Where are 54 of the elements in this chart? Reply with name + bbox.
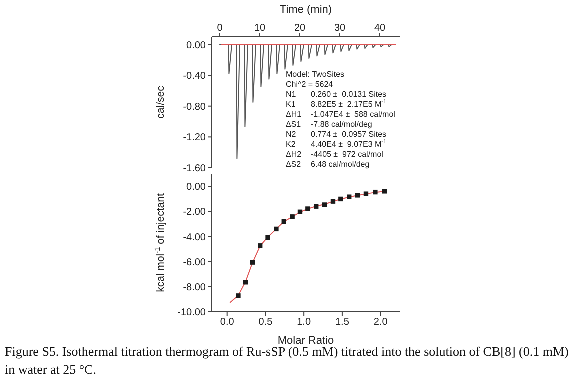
y-tick-label: -10.00 xyxy=(178,308,206,319)
annotation: Model: TwoSites xyxy=(286,70,346,80)
y-tick-label: 0.00 xyxy=(186,182,206,194)
y-tick-label: -4.00 xyxy=(183,232,206,244)
y-tick-label: -6.00 xyxy=(183,257,206,268)
point xyxy=(258,244,263,248)
x-tick-label: 2.0 xyxy=(374,317,388,328)
text: ΔS2 6.48 cal/mol/deg xyxy=(286,160,370,169)
text: N1 0.260 ± 0.0131 Sites xyxy=(286,90,387,99)
y-tick-label: -0.40 xyxy=(183,71,206,82)
y-tick-label: -0.80 xyxy=(183,102,206,113)
point xyxy=(243,280,248,285)
caption: Figure S5. Isothermal titration thermogram of Ru-sSP (0.5 mM) titrated into the solution of CB[8] (0.1 mM) in water at 25 °C. xyxy=(5,344,570,379)
x-tick-label: 1.5 xyxy=(335,317,350,328)
y-tick-label: -1.60 xyxy=(183,164,206,175)
point xyxy=(266,235,270,240)
point xyxy=(364,192,369,196)
point xyxy=(250,260,256,265)
x-tick-label: 10 xyxy=(254,23,266,34)
y-tick-label: -8.00 xyxy=(183,282,206,294)
x-axis-title: Molar Ratio xyxy=(278,335,334,347)
x-tick-label: 0.0 xyxy=(220,317,235,328)
point xyxy=(347,194,352,200)
x-tick-label: 30 xyxy=(334,23,346,34)
point xyxy=(322,202,328,208)
point xyxy=(306,206,310,212)
x-tick-label: 0.5 xyxy=(258,317,274,328)
point xyxy=(298,210,303,214)
text: ΔS1 -7.88 cal/mol/deg xyxy=(286,120,372,129)
y-axis-title: cal/sec xyxy=(155,86,167,119)
annotation: ΔH2 -4405 ± 972 cal/mol xyxy=(286,150,384,160)
point xyxy=(282,219,286,224)
x-tick-label: 0 xyxy=(217,23,224,34)
point xyxy=(330,199,336,204)
point xyxy=(355,193,360,198)
text: K2 4.40E4 ± 9.07E3 M$^{-1}$ xyxy=(286,139,387,149)
x-axis-title: Time (min) xyxy=(280,4,332,16)
text: K1 8.82E5 ± 2.17E5 M$^{-1}$ xyxy=(286,99,387,109)
y-tick-label: -2.00 xyxy=(183,207,206,218)
point xyxy=(290,214,295,220)
x-tick-label: 40 xyxy=(374,23,386,34)
annotation: ΔH1 -1.047E4 ± 588 cal/mol xyxy=(286,110,396,120)
x-tick-label: 20 xyxy=(294,23,306,34)
y-tick-label: -1.20 xyxy=(183,132,206,144)
point xyxy=(382,189,387,194)
y-tick-label: 0.00 xyxy=(186,40,206,52)
point xyxy=(236,294,241,298)
annotation: Chi^2 = 5624 xyxy=(286,80,334,90)
x-tick-label: 1.0 xyxy=(297,317,312,328)
point xyxy=(338,196,344,202)
point xyxy=(314,204,319,209)
point xyxy=(373,190,378,195)
point xyxy=(274,226,279,232)
text: N2 0.774 ± 0.0957 Sites xyxy=(286,130,387,139)
